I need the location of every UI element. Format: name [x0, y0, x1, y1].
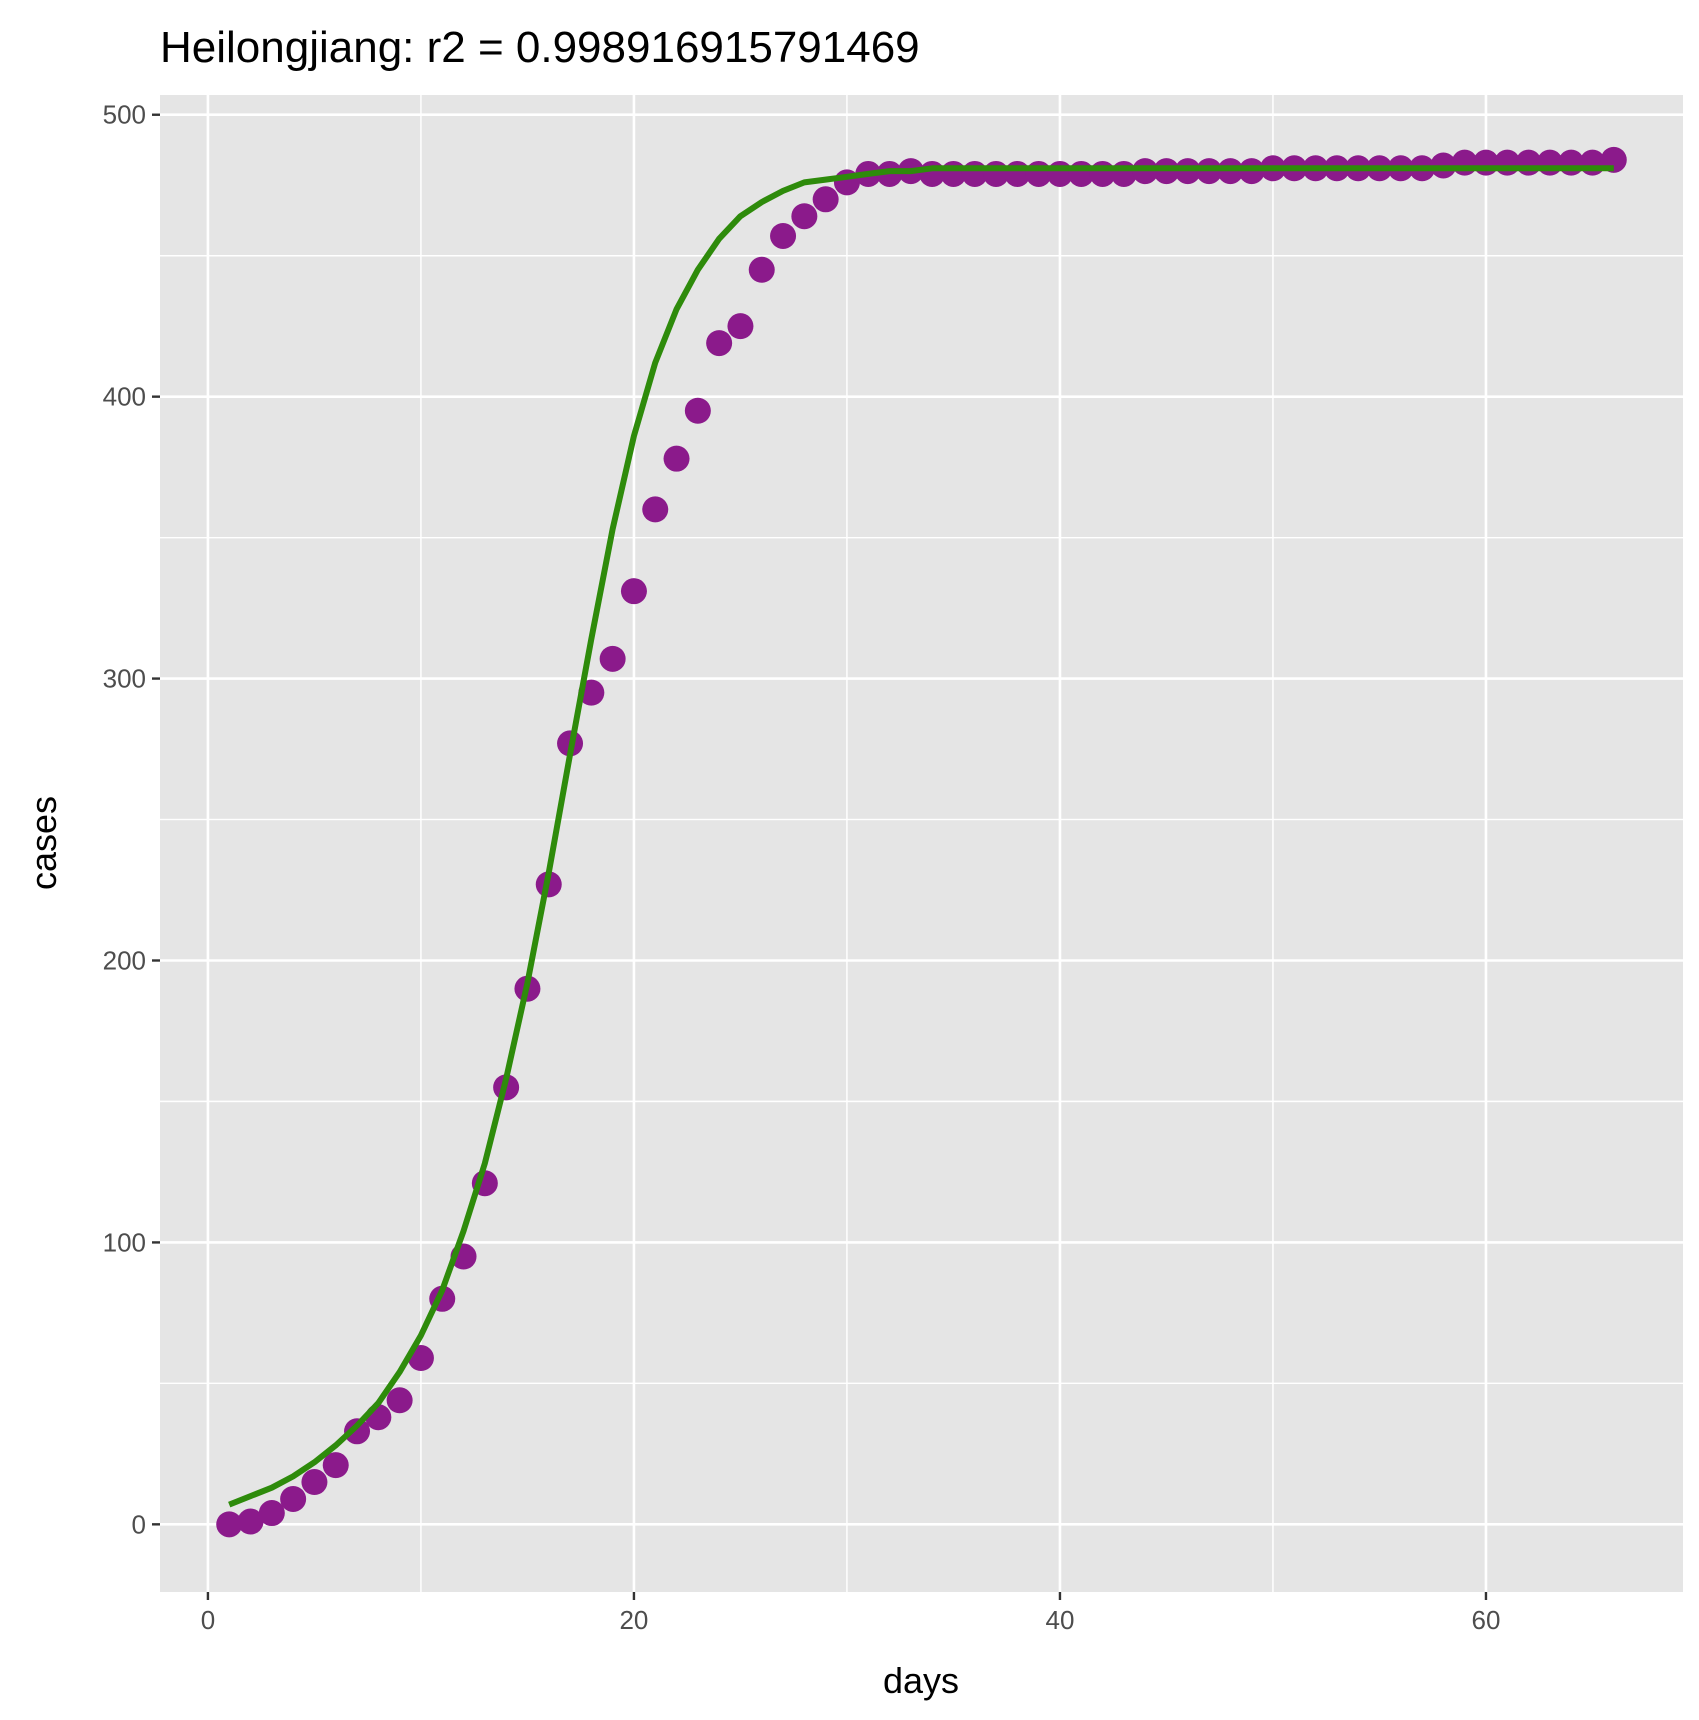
y-axis-title: cases	[23, 796, 64, 890]
data-point	[386, 1387, 413, 1414]
data-point	[280, 1485, 307, 1512]
x-axis: 0 20 40 60	[201, 1592, 1501, 1635]
data-point	[258, 1500, 285, 1527]
data-point	[727, 313, 754, 340]
data-point	[748, 256, 775, 283]
plot-panel	[160, 95, 1683, 1592]
data-point	[322, 1452, 349, 1479]
data-point	[642, 496, 669, 523]
data-point	[620, 578, 647, 605]
y-tick-label: 0	[132, 1509, 146, 1539]
gridlines	[160, 95, 1683, 1592]
x-axis-title: days	[883, 1660, 959, 1701]
data-point	[770, 222, 797, 249]
x-tick-label: 0	[201, 1605, 215, 1635]
fit-line-group	[228, 165, 1614, 1508]
data-point	[237, 1508, 264, 1535]
y-tick-label: 400	[103, 382, 146, 412]
data-point	[216, 1511, 243, 1538]
data-point	[791, 203, 818, 230]
data-point	[365, 1404, 392, 1431]
data-point	[706, 330, 733, 357]
y-tick-label: 200	[103, 945, 146, 975]
y-tick-label: 100	[103, 1227, 146, 1257]
y-tick-label: 500	[103, 100, 146, 130]
x-tick-label: 60	[1472, 1605, 1501, 1635]
data-point	[301, 1469, 328, 1496]
x-tick-label: 20	[619, 1605, 648, 1635]
data-point	[663, 445, 690, 472]
data-point	[812, 186, 839, 213]
data-point	[599, 645, 626, 672]
fit-line	[228, 165, 1614, 1508]
y-axis: 0 100 200 300 400 500	[103, 100, 160, 1539]
y-tick-label: 300	[103, 664, 146, 694]
data-point	[684, 397, 711, 424]
chart-title: Heilongjiang: r2 = 0.998916915791469	[160, 23, 920, 72]
data-point	[344, 1418, 371, 1445]
x-tick-label: 40	[1045, 1605, 1074, 1635]
